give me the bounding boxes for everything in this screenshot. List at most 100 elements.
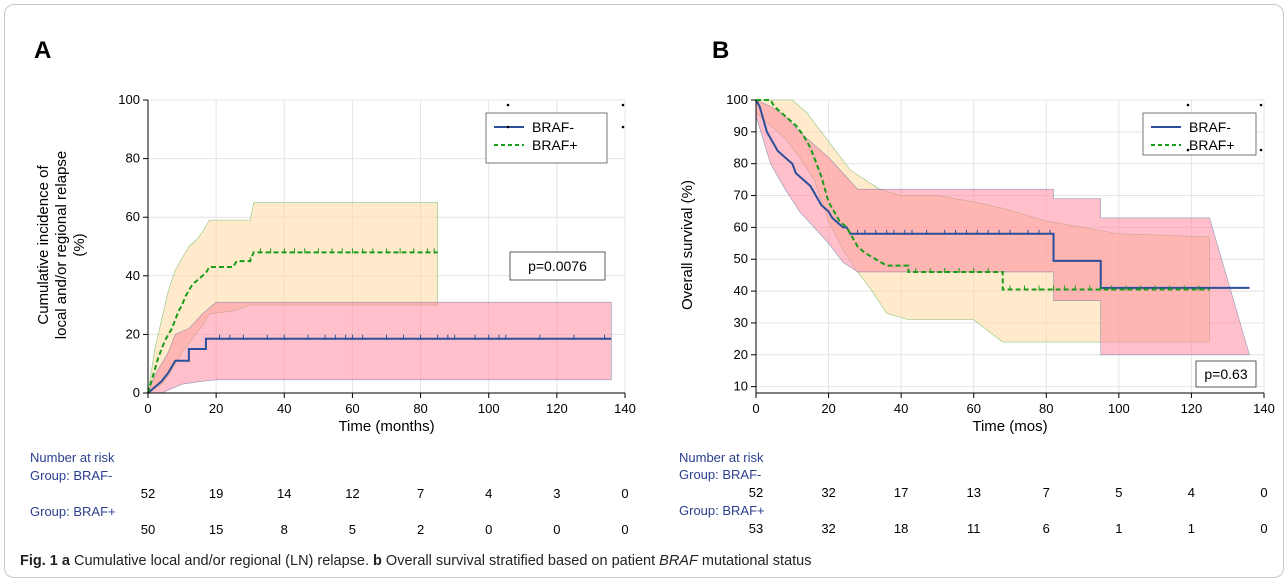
risk-count: 0: [621, 522, 628, 537]
marker-dot: [1186, 148, 1190, 152]
confidence-band-brafneg: [147, 301, 612, 394]
marker-dot: [621, 125, 625, 129]
x-tick-label: 0: [144, 401, 151, 416]
legend-box: [1142, 112, 1257, 156]
risk-count: 2: [417, 522, 424, 537]
y-tick-label: 50: [734, 251, 748, 266]
risk-count: 1: [1115, 521, 1122, 536]
risk-count: 52: [749, 485, 763, 500]
x-tick-label: 0: [752, 401, 759, 416]
p-value-label: p=0.0076: [528, 258, 587, 274]
figure-caption: Fig. 1 a Cumulative local and/or regiona…: [20, 553, 811, 569]
risk-count: 1: [1188, 521, 1195, 536]
x-tick-label: 80: [1039, 401, 1053, 416]
risk-count: 50: [141, 522, 155, 537]
y-tick-label: 40: [126, 268, 140, 283]
legend-label-brafneg: BRAF-: [1189, 119, 1231, 135]
risk-count: 17: [894, 485, 908, 500]
risk-count: 0: [621, 486, 628, 501]
risk-group-label: Group: BRAF+: [679, 503, 765, 518]
risk-count: 11: [967, 521, 981, 536]
x-axis-label: Time (mos): [972, 418, 1047, 435]
y-tick-label: 20: [126, 326, 140, 341]
risk-count: 6: [1043, 521, 1050, 536]
risk-group-label: Group: BRAF-: [679, 467, 761, 482]
legend-label-brafneg: BRAF-: [532, 119, 574, 135]
x-tick-label: 60: [345, 401, 359, 416]
caption-b-text-1: Overall survival stratified based on pat…: [385, 553, 656, 569]
y-tick-label: 100: [118, 92, 140, 107]
y-tick-label: 40: [734, 283, 748, 298]
risk-count: 0: [553, 522, 560, 537]
marker-dot: [1186, 103, 1190, 107]
y-tick-label: 80: [126, 151, 140, 166]
caption-b-text-2: mutational status: [701, 553, 812, 569]
p-value-box: [1195, 360, 1257, 388]
risk-count: 53: [749, 521, 763, 536]
y-tick-label: 70: [734, 188, 748, 203]
marker-dot: [1259, 103, 1263, 107]
x-tick-label: 100: [1108, 401, 1130, 416]
risk-table: Number at risk Group: BRAF- 52 32 17 13 7 5 4 0 Gr…: [679, 450, 1268, 536]
x-tick-label: 140: [1253, 401, 1275, 416]
curve-brafneg: [755, 99, 1250, 289]
risk-count: 4: [485, 486, 492, 501]
x-tick-label: 140: [614, 401, 636, 416]
marker-dot: [621, 103, 625, 107]
risk-count: 12: [345, 486, 359, 501]
risk-count: 15: [209, 522, 223, 537]
risk-count: 8: [281, 522, 288, 537]
caption-a-label: a: [61, 553, 70, 569]
x-tick-label: 60: [966, 401, 980, 416]
x-tick-label: 40: [894, 401, 908, 416]
risk-count: 13: [966, 485, 980, 500]
x-tick-label: 100: [478, 401, 500, 416]
risk-count: 4: [1188, 485, 1195, 500]
risk-count: 32: [821, 521, 835, 536]
y-tick-label: 80: [734, 156, 748, 171]
y-tick-label: 20: [734, 347, 748, 362]
x-tick-label: 40: [277, 401, 291, 416]
marker-dot: [1259, 148, 1263, 152]
marker-dot: [506, 103, 510, 107]
panel-label: B: [712, 37, 729, 64]
risk-count: 19: [209, 486, 223, 501]
risk-count: 0: [485, 522, 492, 537]
p-value-box: [509, 251, 606, 281]
x-tick-label: 120: [546, 401, 568, 416]
curve-brafpos: [147, 251, 438, 394]
risk-count: 52: [141, 486, 155, 501]
legend-label-brafpos: BRAF+: [532, 137, 578, 153]
risk-group-label: Group: BRAF+: [30, 504, 116, 519]
curve-brafneg: [147, 337, 612, 394]
y-tick-label: 90: [734, 124, 748, 139]
panel-label: A: [34, 37, 51, 64]
y-tick-label: 10: [734, 379, 748, 394]
y-axis-label: (%): [71, 233, 88, 256]
risk-count: 5: [349, 522, 356, 537]
y-axis-label: local and/or regional relapse: [53, 151, 70, 339]
risk-table-title: Number at risk: [30, 450, 115, 465]
y-tick-label: 100: [726, 92, 748, 107]
y-axis-label: Cumulative incidence of: [35, 165, 52, 325]
risk-count: 7: [417, 486, 424, 501]
y-tick-label: 60: [126, 209, 140, 224]
legend-label-brafpos: BRAF+: [1189, 137, 1235, 153]
risk-count: 0: [1260, 485, 1267, 500]
x-tick-label: 20: [209, 401, 223, 416]
caption-a-text: Cumulative local and/or regional (LN) re…: [74, 553, 369, 569]
caption-b-label: b: [373, 553, 382, 569]
risk-count: 0: [1260, 521, 1267, 536]
y-tick-label: 0: [133, 385, 140, 400]
x-tick-label: 80: [413, 401, 427, 416]
curve-brafpos: [756, 99, 1210, 291]
panel-b: B0 20 40 60 80 100 120 140102030405060708090100…: [679, 37, 1275, 536]
risk-count: 5: [1115, 485, 1122, 500]
caption-prefix: Fig. 1: [20, 553, 58, 569]
risk-count: 32: [821, 485, 835, 500]
x-tick-label: 120: [1181, 401, 1203, 416]
risk-count: 18: [894, 521, 908, 536]
